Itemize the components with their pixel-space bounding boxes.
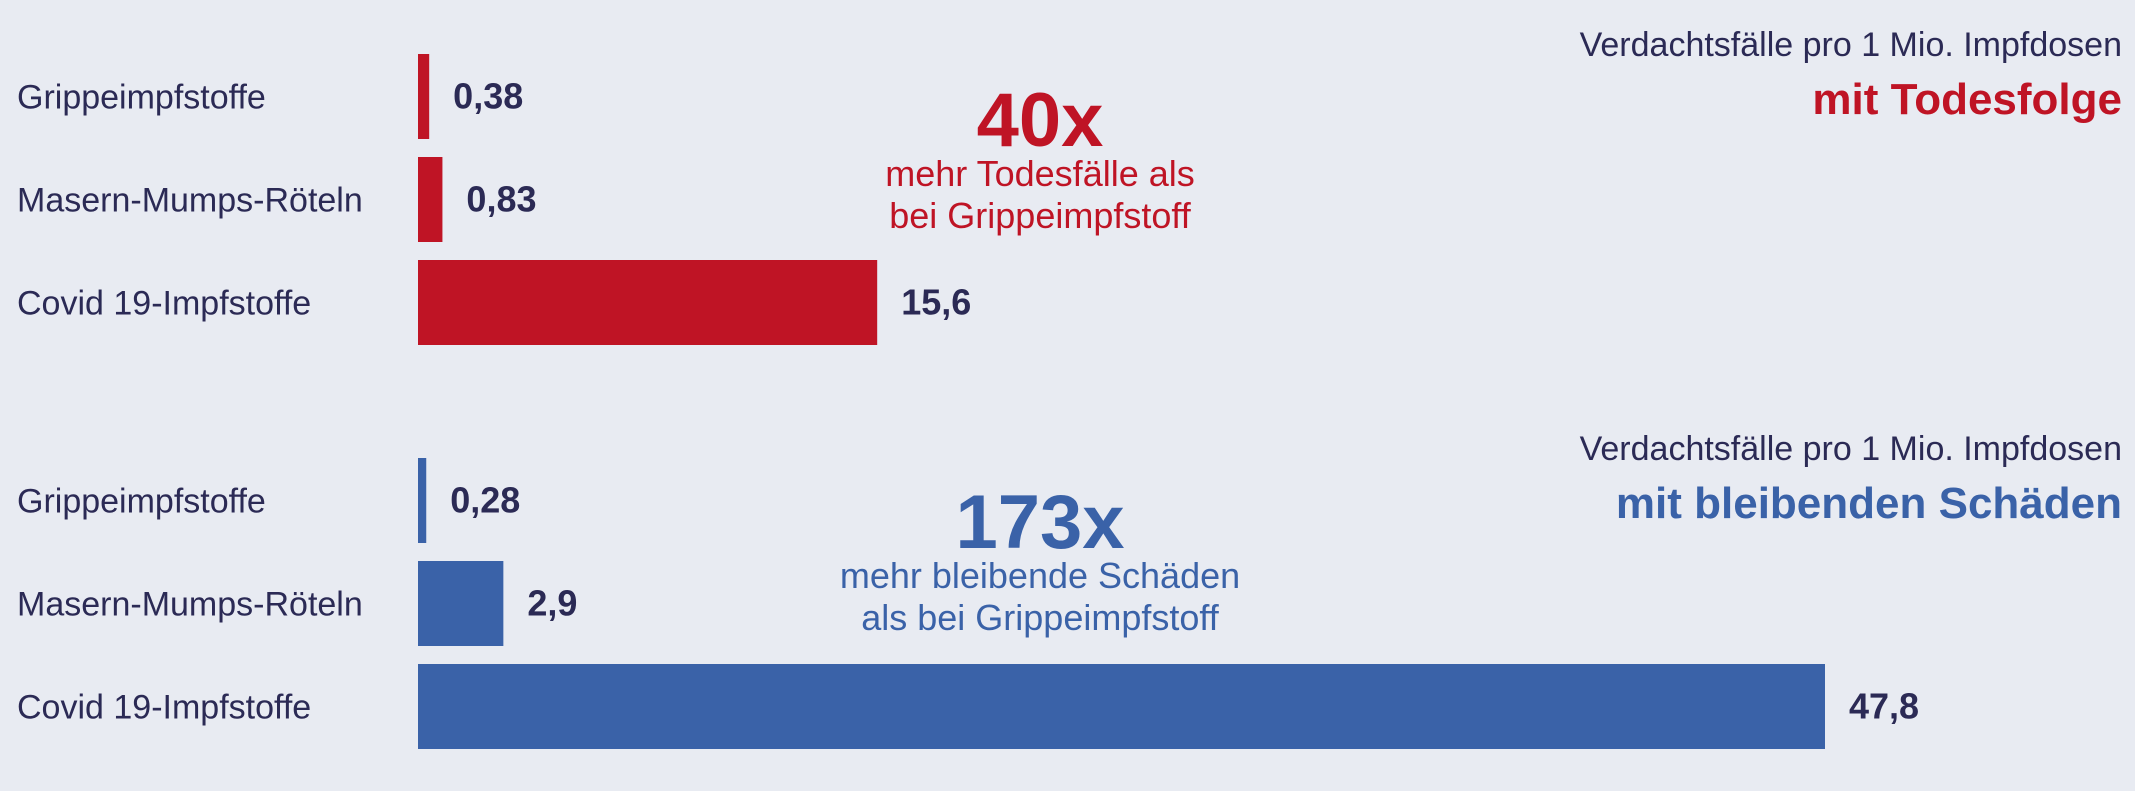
bar-3 <box>418 260 878 345</box>
category-label: Covid 19-Impfstoffe <box>17 285 311 323</box>
panel-subtitle: Verdachtsfälle pro 1 Mio. Impfdosen <box>1580 26 2122 64</box>
value-label: 0,83 <box>466 179 536 220</box>
bar-1 <box>418 54 430 139</box>
value-label: 0,28 <box>450 480 520 521</box>
multiplier-annotation: 173x <box>955 480 1124 565</box>
value-label: 2,9 <box>527 583 577 624</box>
annotation-line-2: bei Grippeimpfstoff <box>889 195 1191 236</box>
bar-1 <box>418 458 427 543</box>
annotation-line-2: als bei Grippeimpfstoff <box>861 597 1220 638</box>
value-label: 47,8 <box>1849 686 1919 727</box>
bar-2 <box>418 561 504 646</box>
category-label: Grippeimpfstoffe <box>17 79 266 117</box>
category-label: Grippeimpfstoffe <box>17 483 266 521</box>
category-label: Masern-Mumps-Röteln <box>17 182 363 220</box>
value-label: 0,38 <box>453 76 523 117</box>
annotation-line-1: mehr Todesfälle als <box>885 153 1195 194</box>
bar-2 <box>418 157 443 242</box>
panel-title: mit bleibenden Schäden <box>1616 479 2122 528</box>
category-label: Covid 19-Impfstoffe <box>17 689 311 727</box>
value-label: 15,6 <box>901 282 971 323</box>
panel-title: mit Todesfolge <box>1812 75 2122 124</box>
damage-chart-panel: Grippeimpfstoffe 0,28 Masern-Mumps-Röteln 2… <box>17 430 2122 749</box>
deaths-chart-panel: Grippeimpfstoffe 0,38 Masern-Mumps-Röteln 0… <box>17 26 2122 345</box>
annotation-line-1: mehr bleibende Schäden <box>840 555 1240 596</box>
category-label: Masern-Mumps-Röteln <box>17 586 363 624</box>
multiplier-annotation: 40x <box>977 78 1104 163</box>
bar-3 <box>418 664 1825 749</box>
panel-subtitle: Verdachtsfälle pro 1 Mio. Impfdosen <box>1580 430 2122 468</box>
